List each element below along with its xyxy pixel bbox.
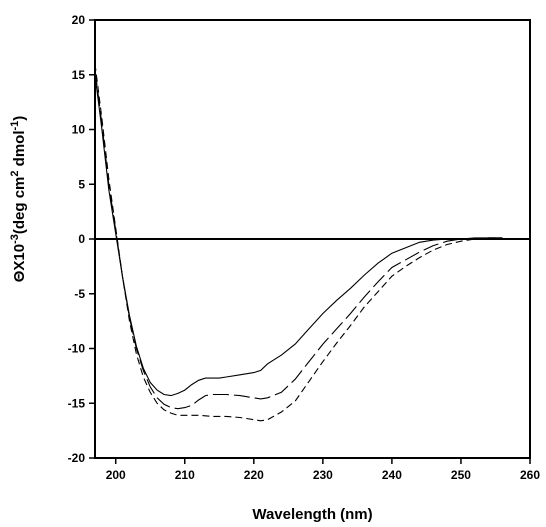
y-title-segment: ) [11,116,28,121]
y-tick-label: -5 [74,287,85,301]
x-tick-label: 210 [175,468,195,482]
y-title-superscript: -1 [9,121,21,131]
y-title-superscript: 2 [9,171,21,177]
y-axis-title: ΘX10-3(deg cm2 dmol-1) [9,116,28,283]
y-tick-label: -15 [68,396,86,410]
x-tick-label: 230 [313,468,333,482]
series-line-1 [94,74,503,397]
series-line-2 [94,69,503,410]
y-tick-label: 10 [72,123,86,137]
y-title-superscript: -3 [9,234,21,244]
series-layer [94,63,503,422]
y-title-segment: (deg cm [11,177,28,235]
y-tick-label: 0 [78,232,85,246]
x-tick-label: 260 [520,468,540,482]
y-title-segment: ΘX10 [11,244,28,282]
x-axis-title: Wavelength (nm) [252,506,372,523]
y-tick-label: -20 [68,451,86,465]
x-tick-label: 250 [451,468,471,482]
y-axis-ticks: -20 -15 -10 -5 0 5 10 15 20 [68,13,95,465]
y-tick-label: 5 [78,177,85,191]
x-tick-label: 200 [106,468,126,482]
y-title-segment: dmol [11,131,28,171]
y-tick-label: -10 [68,342,86,356]
x-axis-ticks: 200 210 220 230 240 250 260 [106,458,540,482]
series-line-3 [94,63,503,422]
y-tick-label: 20 [72,13,86,27]
x-tick-label: 240 [382,468,402,482]
y-tick-label: 15 [72,68,86,82]
x-tick-label: 220 [244,468,264,482]
